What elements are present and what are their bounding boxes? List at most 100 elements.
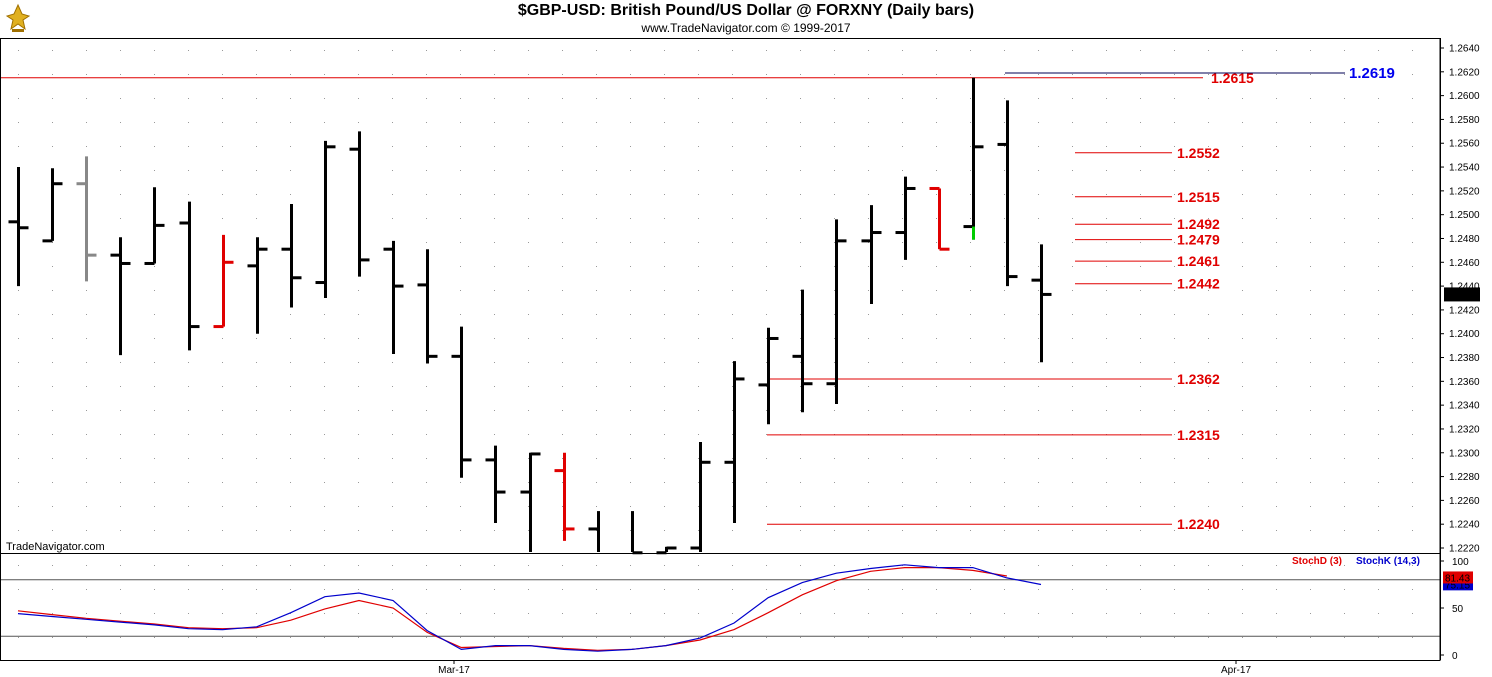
grid-dot [800, 637, 801, 638]
grid-dot [154, 482, 155, 483]
grid-dot [800, 194, 801, 195]
grid-dot [766, 98, 767, 99]
level-label: 1.2240 [1177, 516, 1220, 532]
grid-dot [256, 589, 257, 590]
grid-dot [222, 74, 223, 75]
grid-dot [426, 194, 427, 195]
y-tick-label: 1.2540 [1449, 163, 1480, 174]
grid-dot [1174, 506, 1175, 507]
grid-dot [834, 314, 835, 315]
grid-dot [596, 50, 597, 51]
grid-dot [596, 637, 597, 638]
grid-dot [834, 170, 835, 171]
grid-dot [766, 290, 767, 291]
grid-dot [1276, 613, 1277, 614]
grid-dot [1310, 314, 1311, 315]
grid-dot [766, 74, 767, 75]
grid-dot [970, 482, 971, 483]
last-price-label: 1.2433 [1447, 290, 1478, 301]
level-label: 1.2552 [1177, 145, 1220, 161]
grid-dot [1242, 589, 1243, 590]
grid-dot [1208, 458, 1209, 459]
grid-dot [698, 506, 699, 507]
grid-dot [426, 434, 427, 435]
grid-dot [222, 565, 223, 566]
grid-dot [630, 613, 631, 614]
grid-dot [1412, 218, 1413, 219]
grid-dot [1378, 589, 1379, 590]
grid-dot [1004, 338, 1005, 339]
grid-dot [664, 589, 665, 590]
grid-dot [1412, 434, 1413, 435]
grid-dot [664, 242, 665, 243]
grid-dot [52, 565, 53, 566]
grid-dot [1140, 98, 1141, 99]
grid-dot [1378, 338, 1379, 339]
grid-dot [1208, 170, 1209, 171]
grid-dot [1276, 482, 1277, 483]
grid-dot [732, 362, 733, 363]
grid-dot [426, 458, 427, 459]
grid-dot [426, 565, 427, 566]
grid-dot [868, 314, 869, 315]
grid-dot [1412, 530, 1413, 531]
grid-dot [290, 314, 291, 315]
grid-dot [1038, 218, 1039, 219]
grid-dot [460, 170, 461, 171]
grid-dot [1242, 266, 1243, 267]
grid-dot [1106, 637, 1107, 638]
grid-dot [324, 122, 325, 123]
grid-dot [290, 50, 291, 51]
grid-dot [1242, 613, 1243, 614]
grid-dot [494, 338, 495, 339]
y-tick-label: 1.2400 [1449, 329, 1480, 340]
grid-dot [1140, 362, 1141, 363]
grid-dot [1140, 506, 1141, 507]
grid-dot [936, 290, 937, 291]
grid-dot [120, 589, 121, 590]
grid-dot [630, 290, 631, 291]
grid-dot [18, 122, 19, 123]
grid-dot [970, 290, 971, 291]
grid-dot [902, 362, 903, 363]
grid-dot [562, 266, 563, 267]
grid-dot [18, 290, 19, 291]
grid-dot [1106, 290, 1107, 291]
y-tick-label: 1.2240 [1449, 520, 1480, 531]
x-tick-label: Mar-17 [438, 665, 470, 676]
y-tick-label: 1.2600 [1449, 91, 1480, 102]
grid-dot [18, 386, 19, 387]
grid-dot [732, 50, 733, 51]
grid-dot [1106, 589, 1107, 590]
grid-dot [1378, 506, 1379, 507]
grid-dot [290, 530, 291, 531]
grid-dot [902, 386, 903, 387]
grid-dot [290, 194, 291, 195]
grid-dot [52, 74, 53, 75]
grid-dot [86, 50, 87, 51]
grid-dot [834, 338, 835, 339]
grid-dot [290, 637, 291, 638]
grid-dot [1038, 410, 1039, 411]
grid-dot [902, 613, 903, 614]
grid-dot [1344, 314, 1345, 315]
grid-dot [664, 458, 665, 459]
grid-dot [1242, 506, 1243, 507]
grid-dot [324, 565, 325, 566]
grid-dot [1174, 314, 1175, 315]
grid-dot [970, 218, 971, 219]
grid-dot [1276, 194, 1277, 195]
grid-dot [766, 314, 767, 315]
grid-dot [358, 434, 359, 435]
grid-dot [732, 637, 733, 638]
grid-dot [834, 362, 835, 363]
grid-dot [188, 637, 189, 638]
grid-dot [800, 266, 801, 267]
grid-dot [1106, 74, 1107, 75]
grid-dot [392, 637, 393, 638]
grid-dot [698, 637, 699, 638]
grid-dot [698, 410, 699, 411]
grid-dot [1378, 266, 1379, 267]
grid-dot [902, 338, 903, 339]
y-tick-label: 1.2380 [1449, 353, 1480, 364]
